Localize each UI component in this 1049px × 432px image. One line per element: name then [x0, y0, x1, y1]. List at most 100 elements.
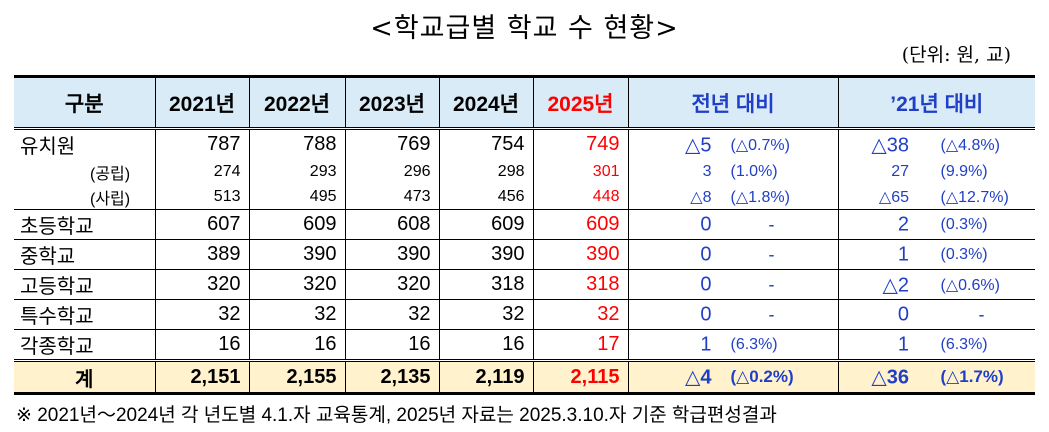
cell-2021: 513 — [154, 184, 250, 210]
row-kindergarten: 유치원 787 788 769 754 749 △5 (△0.7%) △38 (△4… — [14, 128, 1035, 159]
cell-2022: 788 — [248, 128, 346, 159]
change-count: △65 — [878, 188, 909, 206]
cell-compare-2021: 2 (0.3%) — [837, 209, 1035, 240]
cell-2022: 390 — [248, 239, 346, 270]
cell-compare-2021: △65 (△12.7%) — [837, 184, 1035, 210]
cell-2025: 32 — [532, 299, 629, 330]
change-count: △5 — [684, 134, 712, 156]
header-year-2023: 2023년 — [344, 75, 440, 130]
row-label: 각종학교 — [14, 329, 156, 361]
change-count: △38 — [871, 134, 909, 156]
row-total: 계 2,151 2,155 2,135 2,119 2,115 △4 (△0.2%… — [14, 359, 1035, 395]
cell-2023: 296 — [344, 159, 440, 184]
cell-compare-2021: 1 (0.3%) — [837, 239, 1035, 270]
cell-compare-2021: 1 (6.3%) — [837, 329, 1035, 361]
change-count: 0 — [897, 303, 909, 325]
change-count: △36 — [871, 366, 909, 389]
cell-2025: 609 — [532, 209, 629, 240]
cell-2025: 2,115 — [532, 359, 629, 395]
cell-compare-prev: △5 (△0.7%) — [627, 128, 839, 159]
change-count: 2 — [897, 213, 909, 235]
cell-2021: 607 — [154, 209, 250, 240]
cell-2022: 609 — [248, 209, 346, 240]
cell-compare-prev: 0- — [627, 269, 839, 300]
row-misc-school: 각종학교 16 16 16 16 17 1 (6.3%) 1 (6.3%) — [14, 329, 1035, 361]
row-label: 초등학교 — [14, 209, 156, 240]
change-rate: (6.3%) — [940, 335, 988, 353]
change-count: 1 — [897, 333, 909, 355]
change-count: 3 — [702, 162, 712, 180]
cell-2024: 16 — [438, 329, 534, 361]
row-label: 특수학교 — [14, 299, 156, 330]
cell-compare-2021: 27 (9.9%) — [837, 159, 1035, 184]
row-label: (사립) — [14, 184, 156, 210]
change-rate: (9.9%) — [940, 162, 988, 180]
cell-2023: 2,135 — [344, 359, 440, 395]
cell-2022: 16 — [248, 329, 346, 361]
cell-2021: 16 — [154, 329, 250, 361]
cell-compare-2021: 0- — [837, 299, 1035, 330]
change-rate: (△1.8%) — [730, 188, 790, 206]
cell-2025: 390 — [532, 239, 629, 270]
change-count: 0 — [700, 303, 712, 325]
row-kindergarten-public: (공립) 274 293 296 298 301 3 (1.0%) 27 (9.9%… — [14, 159, 1035, 184]
cell-2024: 754 — [438, 128, 534, 159]
cell-2024: 2,119 — [438, 359, 534, 395]
cell-compare-prev: △8 (△1.8%) — [627, 184, 839, 210]
row-kindergarten-private: (사립) 513 495 473 456 448 △8 (△1.8%) △65 (△… — [14, 184, 1035, 210]
header-year-2021: 2021년 — [154, 75, 250, 130]
change-rate: (6.3%) — [730, 335, 778, 353]
cell-compare-prev: 0- — [627, 299, 839, 330]
change-count: 1 — [897, 243, 909, 265]
cell-compare-2021: △36 (△1.7%) — [837, 359, 1035, 395]
unit-label: (단위: 원, 교) — [901, 44, 1011, 66]
change-rate: (△0.6%) — [940, 276, 1000, 294]
cell-2024: 32 — [438, 299, 534, 330]
row-special-school: 특수학교 32 32 32 32 32 0- 0- — [14, 299, 1035, 330]
cell-2022: 32 — [248, 299, 346, 330]
cell-compare-2021: △38 (△4.8%) — [837, 128, 1035, 159]
header-year-2024: 2024년 — [438, 75, 534, 130]
change-rate: (1.0%) — [730, 162, 778, 180]
header-row: 구분 2021년 2022년 2023년 2024년 2025년 전년 대비 ’… — [14, 75, 1035, 130]
cell-2024: 318 — [438, 269, 534, 300]
row-label: (공립) — [14, 159, 156, 184]
change-rate: (△4.8%) — [940, 136, 1000, 154]
cell-compare-prev: 0- — [627, 209, 839, 240]
change-rate: - — [768, 214, 775, 234]
change-rate: (△0.7%) — [730, 136, 790, 154]
row-label: 계 — [14, 359, 156, 395]
source-note: ※ 2021년～2024년 각 년도별 4.1.자 교육통계, 2025년 자료… — [16, 405, 777, 426]
change-count: 0 — [700, 213, 712, 235]
cell-2022: 293 — [248, 159, 346, 184]
header-compare-2021: ’21년 대비 — [837, 75, 1035, 130]
change-rate: (△12.7%) — [940, 188, 1009, 206]
cell-2023: 608 — [344, 209, 440, 240]
change-rate: - — [768, 304, 775, 324]
cell-2022: 495 — [248, 184, 346, 210]
row-label: 중학교 — [14, 239, 156, 270]
header-year-2022: 2022년 — [248, 75, 346, 130]
row-middle-school: 중학교 389 390 390 390 390 0- 1 (0.3%) — [14, 239, 1035, 270]
cell-2023: 390 — [344, 239, 440, 270]
cell-2021: 787 — [154, 128, 250, 159]
cell-2021: 274 — [154, 159, 250, 184]
change-count: 1 — [700, 333, 712, 355]
cell-2023: 32 — [344, 299, 440, 330]
page-title: <학교급별 학교 수 현황> — [370, 13, 679, 44]
cell-compare-2021: △2 (△0.6%) — [837, 269, 1035, 300]
change-count: 27 — [891, 162, 909, 180]
change-rate: (0.3%) — [940, 245, 988, 263]
cell-2022: 2,155 — [248, 359, 346, 395]
cell-2024: 298 — [438, 159, 534, 184]
cell-2021: 32 — [154, 299, 250, 330]
cell-2024: 609 — [438, 209, 534, 240]
cell-2023: 16 — [344, 329, 440, 361]
cell-2025: 17 — [532, 329, 629, 361]
change-count: 0 — [700, 273, 712, 295]
change-count: △4 — [684, 366, 712, 389]
row-label: 유치원 — [14, 128, 156, 159]
cell-2023: 769 — [344, 128, 440, 159]
change-count: △8 — [690, 188, 712, 206]
change-rate: (△0.2%) — [730, 367, 794, 386]
